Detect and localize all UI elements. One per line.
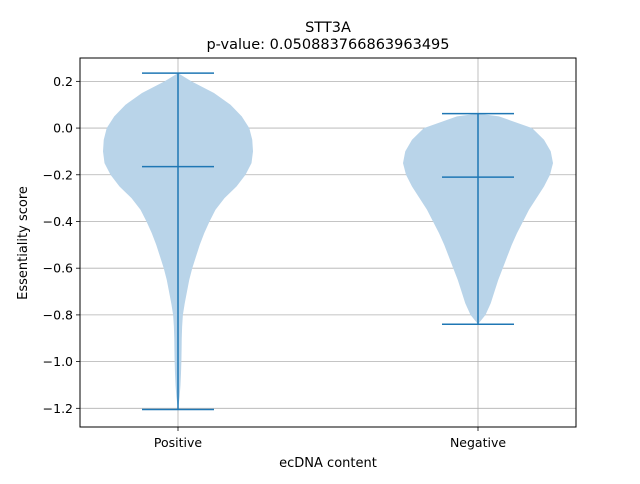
chart-subtitle: p-value: 0.050883766863963495 <box>206 37 449 53</box>
plot-frame <box>79 57 577 428</box>
y-tick-label: 0.2 <box>53 74 73 89</box>
chart-title: STT3A <box>305 20 351 36</box>
y-axis-label: Essentiality score <box>16 186 31 300</box>
y-tick-label: −0.2 <box>43 167 73 182</box>
y-tick-label: −1.0 <box>43 354 73 369</box>
y-tick-label: −1.2 <box>43 401 73 416</box>
x-axis-label: ecDNA content <box>279 456 377 471</box>
y-tick-label: −0.8 <box>43 307 73 322</box>
x-tick-label: Negative <box>450 435 506 450</box>
y-tick-label: 0.0 <box>53 121 73 136</box>
y-tick-label: −0.4 <box>43 214 73 229</box>
x-tick-label: Positive <box>154 435 202 450</box>
y-tick-label: −0.6 <box>43 261 73 276</box>
